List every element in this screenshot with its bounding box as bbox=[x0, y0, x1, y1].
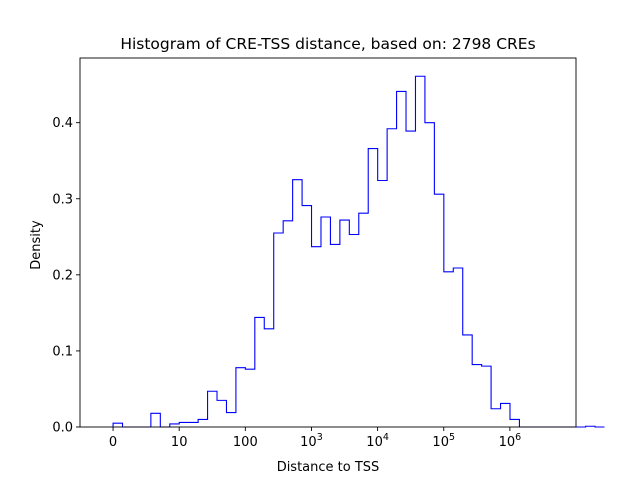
y-tick-label: 0.0 bbox=[52, 421, 73, 436]
y-tick-label: 0.4 bbox=[52, 116, 73, 131]
histogram-step-line bbox=[112, 75, 605, 428]
x-tick-label: 105 bbox=[432, 432, 455, 450]
x-tick-label: 103 bbox=[300, 432, 323, 450]
x-tick-label: 104 bbox=[366, 432, 389, 450]
y-tick-label: 0.2 bbox=[52, 268, 73, 283]
plot-area: 0 10 100 103 104 105 106 0.0 0.1 0.2 0.3 0.4 bbox=[52, 57, 605, 450]
x-axis-label: Distance to TSS bbox=[277, 460, 380, 475]
y-axis-label: Density bbox=[29, 220, 44, 270]
x-tick-label: 0 bbox=[109, 435, 117, 450]
y-tick-label: 0.1 bbox=[52, 344, 73, 359]
axes-frame bbox=[79, 57, 577, 428]
x-tick-label: 10 bbox=[171, 435, 188, 450]
x-tick-label: 100 bbox=[233, 435, 258, 450]
x-tick-label: 106 bbox=[499, 432, 522, 450]
y-tick-label: 0.3 bbox=[52, 192, 73, 207]
chart-title: Histogram of CRE-TSS distance, based on:… bbox=[120, 35, 535, 53]
